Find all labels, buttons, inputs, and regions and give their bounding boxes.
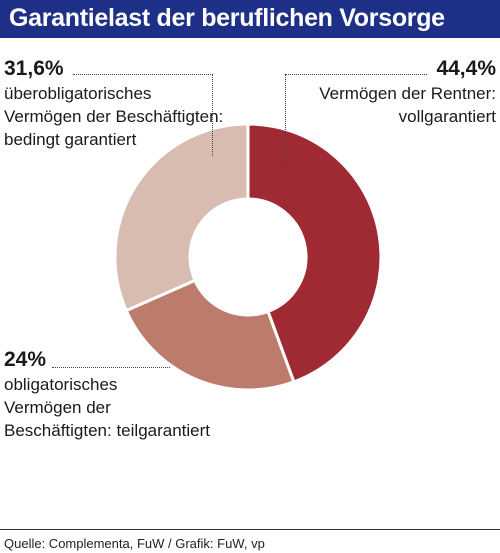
slice-bedingt — [113, 122, 250, 313]
slice-pct-rentner: 44,4% — [436, 57, 496, 80]
slice-text-bedingt-3: bedingt garantiert — [4, 130, 137, 149]
leader-line-bedingt-v — [212, 74, 213, 156]
slice-text-rentner-2: vollgarantiert — [398, 107, 496, 126]
slice-text-teil-1: obligatorisches — [4, 375, 118, 394]
slice-rentner — [246, 122, 383, 384]
leader-line-rentner-h — [285, 74, 427, 75]
title-bar: Garantielast der beruflichen Vorsorge — [0, 0, 500, 38]
slice-text-teil-2: Vermögen der — [4, 398, 111, 417]
slice-label-bedingt: 31,6% überobligatorisches Vermögen der B… — [4, 56, 223, 151]
slice-text-bedingt-1: überobligatorisches — [4, 84, 152, 103]
source-note: Quelle: Complementa, FuW / Grafik: FuW, … — [0, 529, 500, 551]
slice-label-rentner: 44,4% Vermögen der Rentner: vollgarantie… — [319, 56, 496, 128]
slice-text-teil-3: Beschäftigten: teilgarantiert — [4, 421, 211, 440]
slice-label-teil: 24% obligatorisches Vermögen der Beschäf… — [4, 347, 210, 442]
slice-teil — [124, 278, 296, 392]
leader-line-rentner-v — [285, 74, 286, 164]
chart-title: Garantielast der beruflichen Vorsorge — [9, 4, 445, 32]
leader-line-bedingt-h — [73, 74, 213, 75]
slice-pct-teil: 24% — [4, 348, 47, 371]
slice-pct-bedingt: 31,6% — [4, 57, 64, 80]
leader-line-teil-h — [52, 367, 170, 368]
slice-text-bedingt-2: Vermögen der Beschäftigten: — [4, 107, 224, 126]
slice-text-rentner-1: Vermögen der Rentner: — [319, 84, 496, 103]
